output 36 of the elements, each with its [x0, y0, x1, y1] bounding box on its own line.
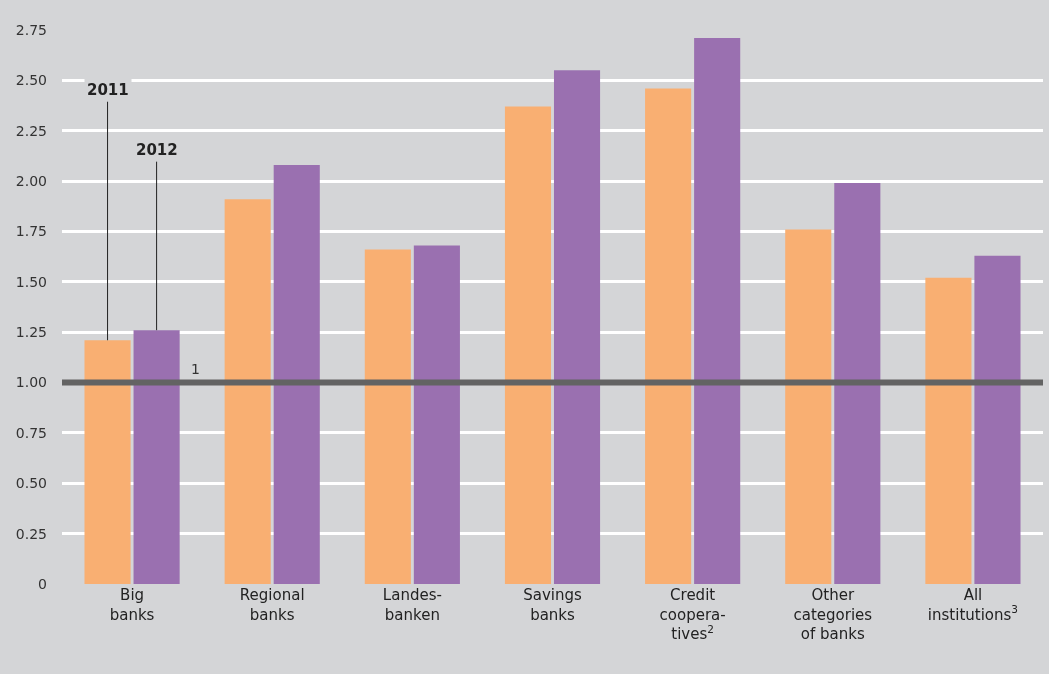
y-tick-label: 0.50	[15, 475, 47, 492]
y-tick-label: 1.75	[15, 223, 47, 240]
y-tick-label: 2.75	[15, 21, 47, 38]
y-tick-label: 2.00	[15, 172, 47, 189]
bar	[504, 106, 552, 584]
ref-line-label: 1	[191, 361, 200, 377]
bar	[273, 164, 320, 584]
y-tick-label: 0.25	[15, 525, 47, 542]
y-tick-label: 1.00	[15, 374, 47, 391]
x-tick-label: Savings banks	[523, 586, 582, 624]
x-tick-label: All institutions$^{3}$	[927, 586, 1019, 624]
bar	[133, 330, 180, 584]
text: 2011	[87, 81, 129, 99]
y-tick-label: 2.25	[15, 122, 47, 139]
bar	[834, 183, 881, 584]
y-tick-label: 0	[38, 575, 47, 592]
bar	[974, 255, 1021, 584]
x-tick-label: Landes-banken	[382, 586, 442, 624]
x-tick-label: Big banks	[109, 586, 155, 624]
bar	[413, 245, 460, 584]
y-tick-label: 1.25	[15, 324, 47, 341]
y-tick-label: 2.50	[15, 72, 47, 89]
bar	[364, 249, 411, 584]
bar	[785, 229, 832, 584]
x-tick-label: Other categories of banks	[793, 586, 873, 643]
bar	[553, 70, 601, 584]
x-tick-label: Regional banks	[239, 586, 305, 624]
y-tick-label: 0.75	[15, 424, 47, 441]
bar	[224, 199, 271, 584]
text: 2012	[136, 141, 178, 159]
x-tick-label: Credit coopera-tives$^{2}$	[659, 586, 726, 643]
bar	[84, 340, 131, 584]
bar	[925, 277, 972, 584]
y-tick-label: 1.50	[15, 273, 47, 290]
bar	[645, 88, 692, 584]
bar	[694, 38, 741, 584]
